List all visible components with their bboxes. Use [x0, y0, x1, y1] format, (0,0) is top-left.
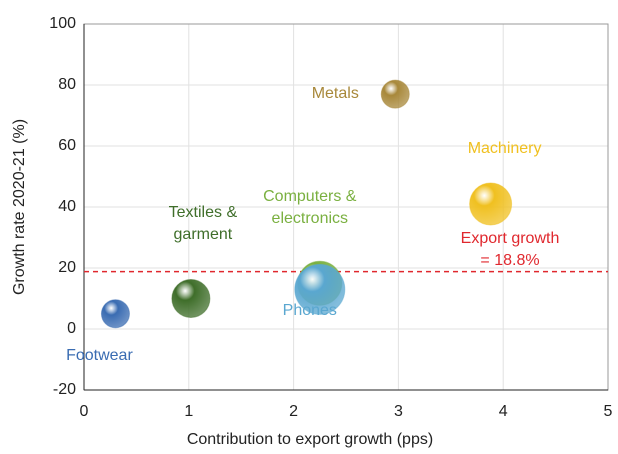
bubble — [469, 182, 513, 226]
y-tick-label: 20 — [58, 259, 76, 276]
y-tick-label: -20 — [53, 381, 76, 398]
bubble — [380, 79, 410, 109]
bubble-label: Phones — [282, 302, 337, 320]
reference-label: Export growth = 18.8% — [460, 229, 560, 269]
bubble — [171, 279, 211, 318]
bubble-label: Metals — [311, 85, 359, 103]
bubble — [100, 299, 130, 329]
bubble-label: Textiles & garment — [168, 203, 238, 243]
x-tick-label: 2 — [289, 403, 298, 420]
y-tick-label: 100 — [49, 15, 76, 32]
bubble — [294, 263, 346, 315]
y-axis-label: Growth rate 2020-21 (%) — [11, 119, 28, 295]
y-tick-label: 80 — [58, 76, 76, 93]
y-tick-label: 40 — [58, 198, 76, 215]
x-tick-label: 3 — [394, 403, 403, 420]
x-tick-label: 5 — [604, 403, 613, 420]
bubble-label: Footwear — [66, 346, 133, 364]
x-tick-label: 1 — [184, 403, 193, 420]
x-axis-label: Contribution to export growth (pps) — [187, 431, 433, 448]
y-tick-label: 0 — [67, 320, 76, 337]
y-tick-label: 60 — [58, 137, 76, 154]
x-tick-label: 0 — [80, 403, 89, 420]
x-tick-label: 4 — [499, 403, 508, 420]
bubble-label: Computers & electronics — [263, 188, 357, 228]
bubble-label: Machinery — [467, 139, 542, 157]
